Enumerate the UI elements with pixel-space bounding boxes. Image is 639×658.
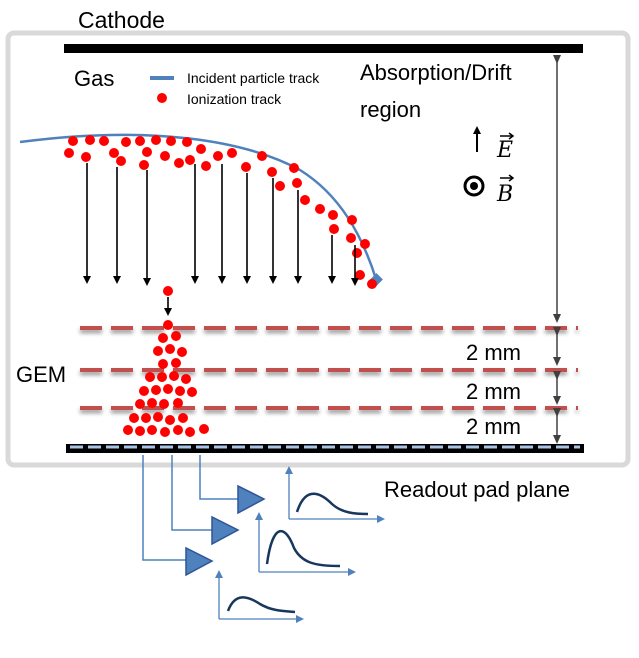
b-field-symbol: B <box>496 174 515 207</box>
absorption-label-line1: Absorption/Drift <box>360 60 512 85</box>
triangle-amplifier-icon <box>185 484 266 577</box>
signal-plot-2 <box>255 512 356 576</box>
e-field-symbol: E <box>496 132 515 163</box>
legend-ionization-swatch <box>157 93 167 103</box>
gap-label-1: 2 mm <box>466 340 521 365</box>
signal-plot-3 <box>285 466 385 523</box>
incident-particle-track <box>19 133 378 280</box>
gem-label: GEM <box>16 362 66 387</box>
legend-incident-label: Incident particle track <box>187 70 320 86</box>
signal-plot-1 <box>215 570 304 623</box>
gap-label-2: 2 mm <box>466 379 521 404</box>
svg-text:E: E <box>496 138 513 163</box>
cathode-plate <box>64 44 583 53</box>
out-of-page-dot-icon <box>463 175 485 197</box>
readout-wires <box>142 455 238 561</box>
svg-text:B: B <box>496 182 513 207</box>
electron-avalanche <box>123 320 209 437</box>
drift-arrows <box>83 163 359 286</box>
entering-electron <box>163 286 173 296</box>
gap-label-3: 2 mm <box>466 414 521 439</box>
amplifier-1 <box>185 546 214 577</box>
legend-ionization-label: Ionization track <box>187 91 282 107</box>
amplifier-3 <box>237 484 266 515</box>
absorption-label-line2: region <box>360 97 421 122</box>
readout-label: Readout pad plane <box>384 477 570 502</box>
gas-label: Gas <box>74 66 114 91</box>
amplifier-2 <box>211 515 240 546</box>
ionization-track <box>64 135 377 289</box>
chamber-frame <box>5 30 631 468</box>
cathode-label: Cathode <box>78 7 165 33</box>
